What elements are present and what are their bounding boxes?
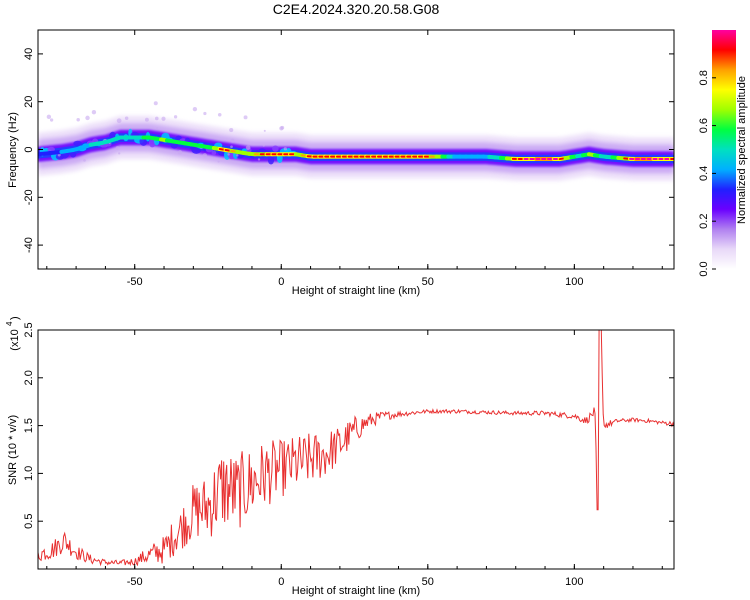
spectrogram-speckle xyxy=(257,158,261,161)
spectrogram-ytick-label: 20 xyxy=(23,96,35,108)
snr-xtick-label: 100 xyxy=(565,576,583,588)
snr-xtick-label: 0 xyxy=(278,576,284,588)
spectrogram-speckle xyxy=(203,111,207,116)
colorbar-tick-label: 0.8 xyxy=(698,70,710,85)
snr-panel: -50 0 50 100 0.5 1.0 1.5 2.0 2.5 Height of strai… xyxy=(5,316,675,597)
colorbar: 0.0 0.2 0.4 0.6 0.8 Normalized spectral ampl… xyxy=(698,30,748,277)
spectrogram-speckle xyxy=(57,153,61,157)
colorbar-tick-label: 0.6 xyxy=(698,118,710,133)
spectrogram-speckle xyxy=(217,160,220,163)
spectrogram-speckle xyxy=(243,115,248,120)
spectrogram-speckle xyxy=(217,112,222,117)
snr-axes: -50 0 50 100 0.5 1.0 1.5 2.0 2.5 xyxy=(23,322,674,588)
spectrogram-ytick-label: -40 xyxy=(23,237,35,253)
figure-title: C2E4.2024.320.20.58.G08 xyxy=(273,1,440,17)
snr-ytick-label: 0.5 xyxy=(23,514,35,529)
spectrogram-axes: -50 0 50 100 -40 -20 0 20 40 xyxy=(23,30,674,288)
colorbar-label: Normalized spectral amplitude xyxy=(736,76,748,224)
snr-ytick-label: 2.0 xyxy=(23,370,35,385)
spectrogram-speckle xyxy=(245,145,251,150)
spectrogram-speckle xyxy=(192,106,198,112)
spectrogram-speckle xyxy=(153,101,158,106)
spectrogram-xlabel: Height of straight line (km) xyxy=(292,285,420,297)
snr-ytick-label: 2.5 xyxy=(23,322,35,337)
snr-scale-exponent: 4 xyxy=(5,321,14,326)
spectrogram-speckle xyxy=(262,144,265,147)
spectrogram-speckle xyxy=(227,153,230,156)
spectrogram-blob xyxy=(73,140,82,147)
spectrogram-ytick-label: 40 xyxy=(23,48,35,60)
spectrogram-xtick-label: -50 xyxy=(127,276,143,288)
colorbar-tick-label: 0.2 xyxy=(698,214,710,229)
spectrogram-speckle xyxy=(124,116,129,120)
colorbar-ticks: 0.0 0.2 0.4 0.6 0.8 xyxy=(698,70,716,277)
spectrogram-speckle xyxy=(161,116,166,121)
spectrogram-speckle xyxy=(118,152,121,155)
spectrogram-speckle xyxy=(83,158,86,162)
spectrogram-speckle xyxy=(49,118,54,122)
spectrogram-speckle xyxy=(115,146,120,150)
spectrogram-panel: -50 0 50 100 -40 -20 0 20 40 Height of straight … xyxy=(7,29,675,297)
spectrogram-speckle xyxy=(177,150,183,155)
spectrogram-blob xyxy=(70,150,77,158)
spectrogram-speckle xyxy=(76,117,80,122)
spectrogram-blob xyxy=(148,138,156,148)
spectrogram-ytick-label: 0 xyxy=(23,146,35,152)
snr-plot xyxy=(38,330,674,567)
spectrogram-speckle xyxy=(144,117,149,122)
snr-scale-close: ) xyxy=(9,316,21,320)
snr-frame xyxy=(37,329,675,570)
spectrogram-speckle xyxy=(229,127,234,133)
spectrogram-speckle xyxy=(154,116,159,121)
spectrogram-speckle xyxy=(204,154,207,158)
snr-scale-factor: (x10 4 ) xyxy=(5,316,21,350)
snr-xtick-label: 50 xyxy=(422,576,434,588)
spectrogram-blob xyxy=(272,145,279,152)
spectrogram-xtick-label: 0 xyxy=(278,276,284,288)
spectrogram-ylabel: Frequency (Hz) xyxy=(7,112,19,188)
snr-xtick-label: -50 xyxy=(127,576,143,588)
spectrogram-speckle xyxy=(156,127,159,130)
spectrogram-core-blue xyxy=(38,133,674,164)
spectrogram-blob xyxy=(211,150,217,156)
spectrogram-speckle xyxy=(85,115,90,121)
colorbar-tick-label: 0.0 xyxy=(698,261,710,276)
spectrogram-speckle xyxy=(230,145,233,149)
spectrogram-xtick-label: 100 xyxy=(565,276,583,288)
snr-ylabel: SNR (10 * v/v) xyxy=(7,415,19,485)
snr-ytick-label: 1.0 xyxy=(23,466,35,481)
snr-xlabel: Height of straight line (km) xyxy=(292,585,420,597)
spectrogram-speckle xyxy=(116,118,122,124)
snr-line xyxy=(38,330,674,567)
snr-ytick-label: 1.5 xyxy=(23,418,35,433)
spectrogram-speckle xyxy=(279,126,284,131)
spectrogram-speckle xyxy=(173,115,178,119)
spectrogram-blob xyxy=(267,154,275,165)
spectrogram-heatmap xyxy=(38,101,674,181)
spectrogram-speckle xyxy=(91,110,97,115)
colorbar-scale xyxy=(712,30,736,269)
spectrogram-ytick-label: -20 xyxy=(23,189,35,205)
spectrogram-speckle xyxy=(46,114,52,120)
snr-scale-label: (x10 xyxy=(9,329,21,350)
spectrogram-speckle xyxy=(263,129,266,132)
colorbar-tick-label: 0.4 xyxy=(698,166,710,181)
spectrogram-xtick-label: 50 xyxy=(422,276,434,288)
spectrogram-speckle xyxy=(230,138,235,143)
spectrogram-speckle xyxy=(235,154,239,157)
spectrogram-speckle xyxy=(283,147,288,151)
